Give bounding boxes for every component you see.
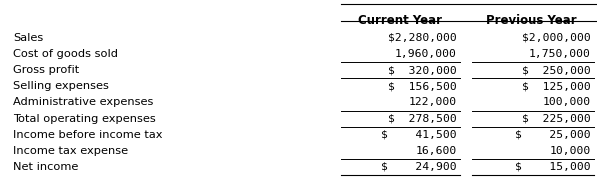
Text: Cost of goods sold: Cost of goods sold — [13, 49, 118, 59]
Text: $    41,500: $ 41,500 — [381, 130, 457, 140]
Text: 10,000: 10,000 — [550, 146, 591, 156]
Text: Income tax expense: Income tax expense — [13, 146, 129, 156]
Text: $    15,000: $ 15,000 — [515, 162, 591, 172]
Text: Sales: Sales — [13, 33, 44, 43]
Text: Net income: Net income — [13, 162, 79, 172]
Text: $2,280,000: $2,280,000 — [388, 33, 457, 43]
Text: Gross profit: Gross profit — [13, 65, 80, 75]
Text: 1,750,000: 1,750,000 — [529, 49, 591, 59]
Text: 16,600: 16,600 — [416, 146, 457, 156]
Text: 100,000: 100,000 — [542, 97, 591, 107]
Text: Income before income tax: Income before income tax — [13, 130, 163, 140]
Text: $    24,900: $ 24,900 — [381, 162, 457, 172]
Text: Total operating expenses: Total operating expenses — [13, 114, 156, 124]
Text: Selling expenses: Selling expenses — [13, 81, 109, 91]
Text: Administrative expenses: Administrative expenses — [13, 97, 154, 107]
Text: $  156,500: $ 156,500 — [388, 81, 457, 91]
Text: $    25,000: $ 25,000 — [515, 130, 591, 140]
Text: $  125,000: $ 125,000 — [522, 81, 591, 91]
Text: $  225,000: $ 225,000 — [522, 114, 591, 124]
Text: $2,000,000: $2,000,000 — [522, 33, 591, 43]
Text: Current Year: Current Year — [358, 14, 442, 27]
Text: 122,000: 122,000 — [408, 97, 457, 107]
Text: 1,960,000: 1,960,000 — [395, 49, 457, 59]
Text: $  250,000: $ 250,000 — [522, 65, 591, 75]
Text: Previous Year: Previous Year — [486, 14, 576, 27]
Text: $  278,500: $ 278,500 — [388, 114, 457, 124]
Text: $  320,000: $ 320,000 — [388, 65, 457, 75]
